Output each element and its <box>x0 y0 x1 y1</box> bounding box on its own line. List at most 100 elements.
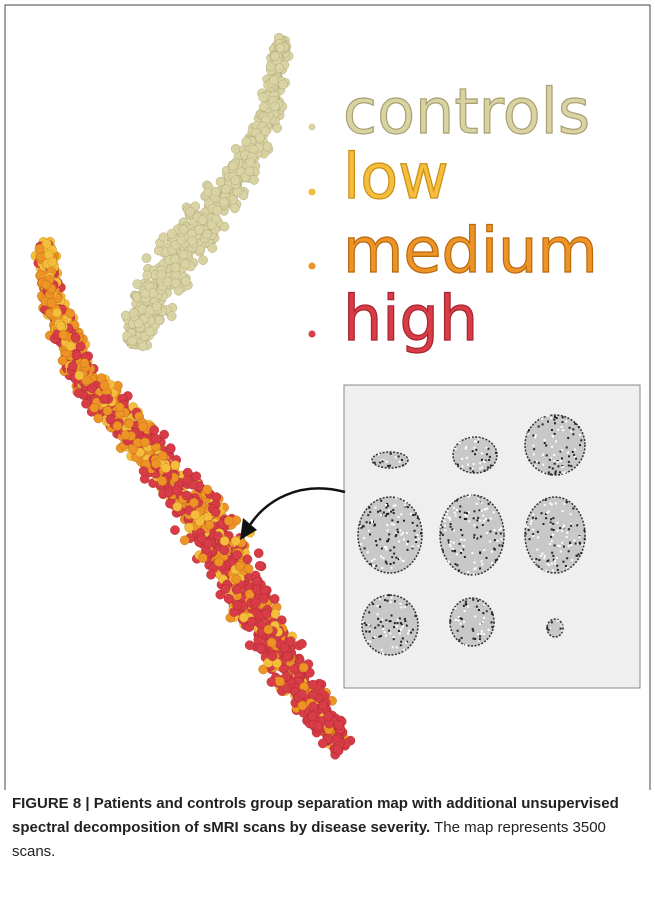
scatter-dot <box>220 546 229 555</box>
brain-speck <box>360 543 362 545</box>
brain-speck <box>387 513 389 515</box>
scatter-dot <box>259 102 268 111</box>
brain-speck <box>459 617 461 619</box>
scatter-dot <box>56 322 65 331</box>
brain-speck <box>391 523 393 525</box>
brain-speck <box>574 449 576 451</box>
brain-speck <box>458 639 460 641</box>
brain-speck <box>552 555 554 557</box>
scatter-dot <box>224 594 233 603</box>
brain-speck <box>458 620 460 622</box>
brain-speck <box>399 633 401 635</box>
brain-speck <box>374 462 376 464</box>
scatter-dot <box>239 613 248 622</box>
brain-speck <box>380 635 382 637</box>
brain-speck <box>554 560 556 562</box>
scatter-dot <box>42 280 51 289</box>
brain-speck <box>399 461 401 463</box>
brain-speck <box>450 545 452 547</box>
brain-speck <box>474 440 476 442</box>
brain-speck <box>549 543 551 545</box>
scatter-dot <box>220 198 229 207</box>
scatter-dot <box>232 585 241 594</box>
scatter-dot <box>233 601 242 610</box>
brain-speck <box>545 499 547 501</box>
brain-speck <box>555 470 557 472</box>
brain-speck <box>576 555 578 557</box>
scatter-dot <box>100 381 109 390</box>
brain-speck <box>364 622 366 624</box>
brain-speck <box>460 539 462 541</box>
scatter-dot <box>270 594 279 603</box>
brain-speck <box>442 534 444 536</box>
brain-speck <box>463 605 465 607</box>
brain-speck <box>395 535 397 537</box>
brain-speck <box>474 447 476 449</box>
scatter-dot <box>283 652 292 661</box>
brain-speck <box>569 542 571 544</box>
brain-speck <box>386 562 388 564</box>
brain-speck <box>453 530 455 532</box>
scatter-dot <box>159 233 168 242</box>
brain-speck <box>459 442 461 444</box>
brain-speck <box>379 598 381 600</box>
legend-label: controls <box>343 75 590 148</box>
brain-speck <box>583 530 585 532</box>
brain-speck <box>406 543 408 545</box>
brain-speck <box>369 641 371 643</box>
scatter-dot <box>139 466 148 475</box>
brain-speck <box>578 553 580 555</box>
brain-speck <box>368 624 370 626</box>
brain-speck <box>481 621 483 623</box>
brain-speck <box>497 540 499 542</box>
scatter-dot <box>140 438 149 447</box>
brain-speck <box>459 543 461 545</box>
brain-speck <box>528 459 530 461</box>
scatter-dot <box>309 690 318 699</box>
brain-speck <box>478 609 480 611</box>
brain-speck <box>400 629 402 631</box>
scatter-dot <box>152 302 161 311</box>
brain-speck <box>584 538 586 540</box>
brain-speck <box>393 562 395 564</box>
brain-speck <box>466 512 468 514</box>
scatter-dot <box>71 333 80 342</box>
brain-speck <box>479 462 481 464</box>
brain-speck <box>457 464 459 466</box>
brain-speck <box>414 615 416 617</box>
brain-speck <box>414 530 416 532</box>
scatter-dot <box>231 144 240 153</box>
brain-speck <box>568 550 570 552</box>
brain-speck <box>481 466 483 468</box>
brain-speck <box>471 467 473 469</box>
brain-speck <box>412 522 414 524</box>
brain-speck <box>370 563 372 565</box>
scatter-dot <box>66 342 75 351</box>
brain-speck <box>461 637 463 639</box>
brain-speck <box>465 601 467 603</box>
brain-speck <box>391 556 393 558</box>
brain-speck <box>473 574 475 576</box>
brain-speck <box>578 426 580 428</box>
brain-speck <box>476 606 478 608</box>
brain-speck <box>546 512 548 514</box>
brain-speck <box>562 416 564 418</box>
scatter-dot <box>155 315 164 324</box>
brain-speck <box>483 617 485 619</box>
brain-speck <box>455 515 457 517</box>
brain-speck <box>380 556 382 558</box>
brain-speck <box>403 560 405 562</box>
brain-speck <box>403 539 405 541</box>
brain-speck <box>420 532 422 534</box>
brain-speck <box>459 505 461 507</box>
brain-speck <box>570 431 572 433</box>
scatter-dot <box>150 426 159 435</box>
scatter-dot <box>198 256 207 265</box>
brain-speck <box>393 505 395 507</box>
brain-speck <box>384 631 386 633</box>
brain-speck <box>547 415 549 417</box>
brain-speck <box>550 518 552 520</box>
brain-speck <box>390 563 392 565</box>
brain-speck <box>551 563 553 565</box>
brain-speck <box>449 543 451 545</box>
